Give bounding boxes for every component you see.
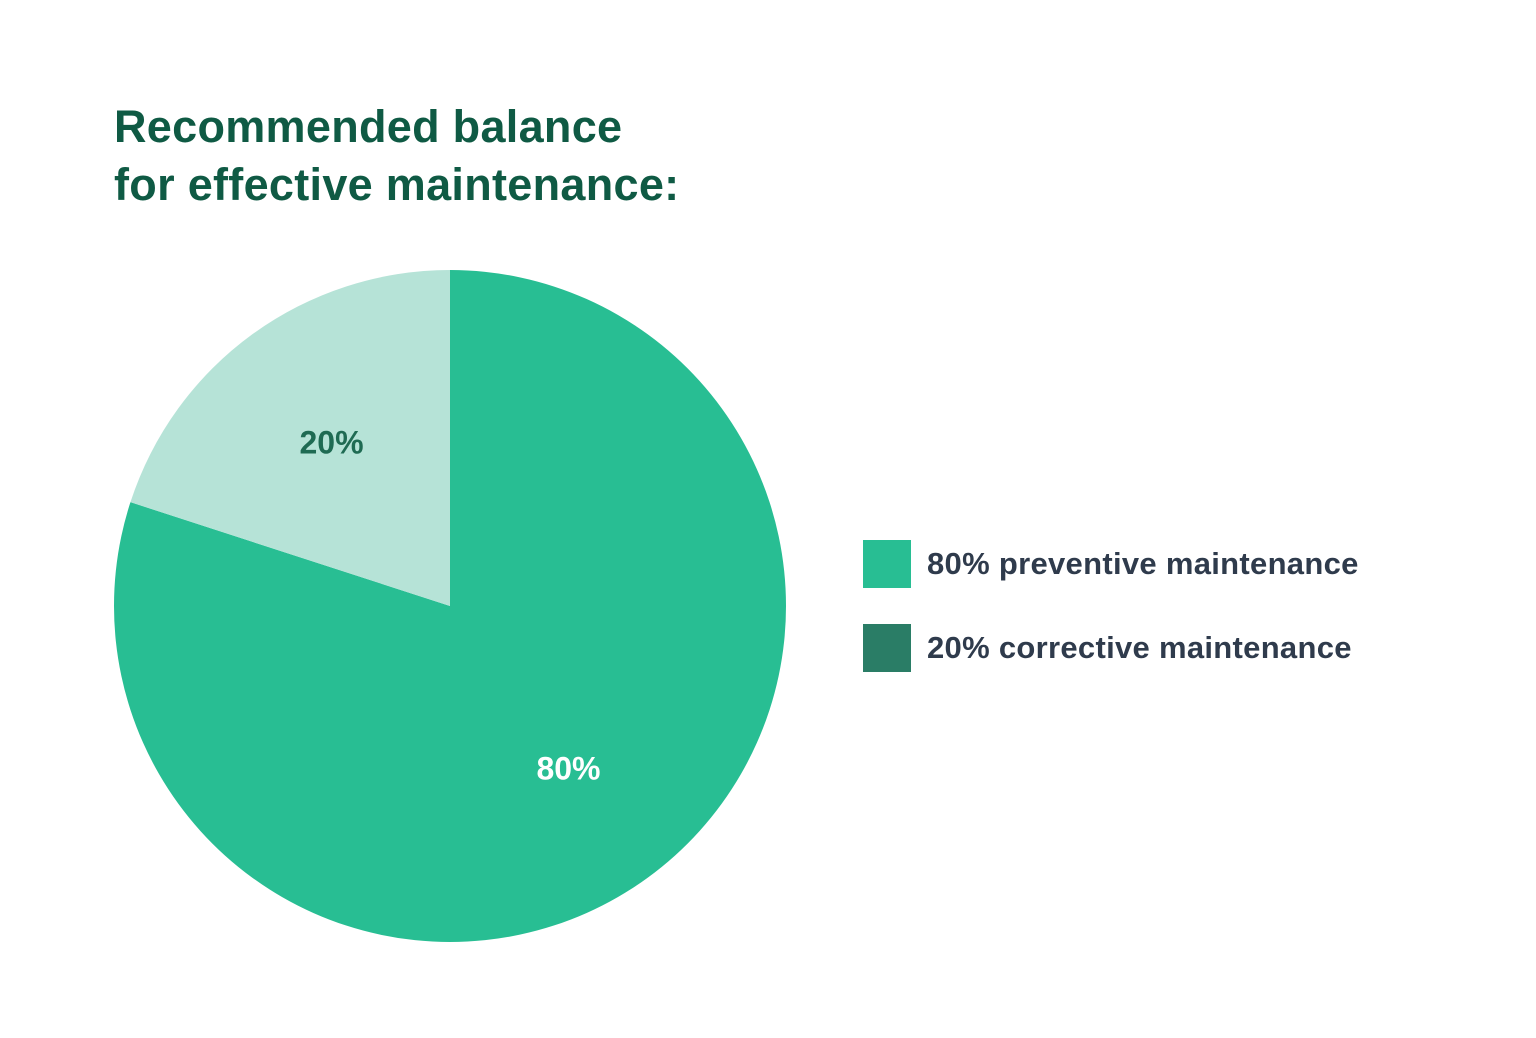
legend: 80% preventive maintenance 20% correctiv… xyxy=(863,540,1359,708)
chart-title-line2: for effective maintenance: xyxy=(114,159,680,210)
legend-swatch-corrective xyxy=(863,624,911,672)
pie-slice-1 xyxy=(130,270,450,606)
slice-label-preventive: 80% xyxy=(536,750,601,787)
legend-label-corrective: 20% corrective maintenance xyxy=(927,630,1352,665)
legend-swatch-preventive xyxy=(863,540,911,588)
legend-label-preventive: 80% preventive maintenance xyxy=(927,546,1359,581)
slice-label-corrective: 20% xyxy=(299,424,364,461)
legend-item-preventive: 80% preventive maintenance xyxy=(863,540,1359,588)
pie-slices xyxy=(114,270,786,942)
chart-title: Recommended balance for effective mainte… xyxy=(114,98,679,214)
legend-item-corrective: 20% corrective maintenance xyxy=(863,624,1359,672)
chart-title-line1: Recommended balance xyxy=(114,101,623,152)
